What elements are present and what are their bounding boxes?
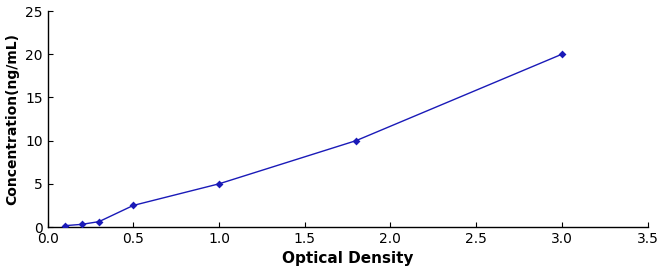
- Point: [214, 182, 224, 186]
- Point: [556, 52, 567, 56]
- X-axis label: Optical Density: Optical Density: [282, 251, 413, 267]
- Point: [94, 220, 104, 224]
- Point: [76, 222, 87, 227]
- Point: [59, 224, 70, 228]
- Point: [351, 138, 361, 143]
- Point: [128, 203, 139, 208]
- Y-axis label: Concentration(ng/mL): Concentration(ng/mL): [5, 33, 19, 205]
